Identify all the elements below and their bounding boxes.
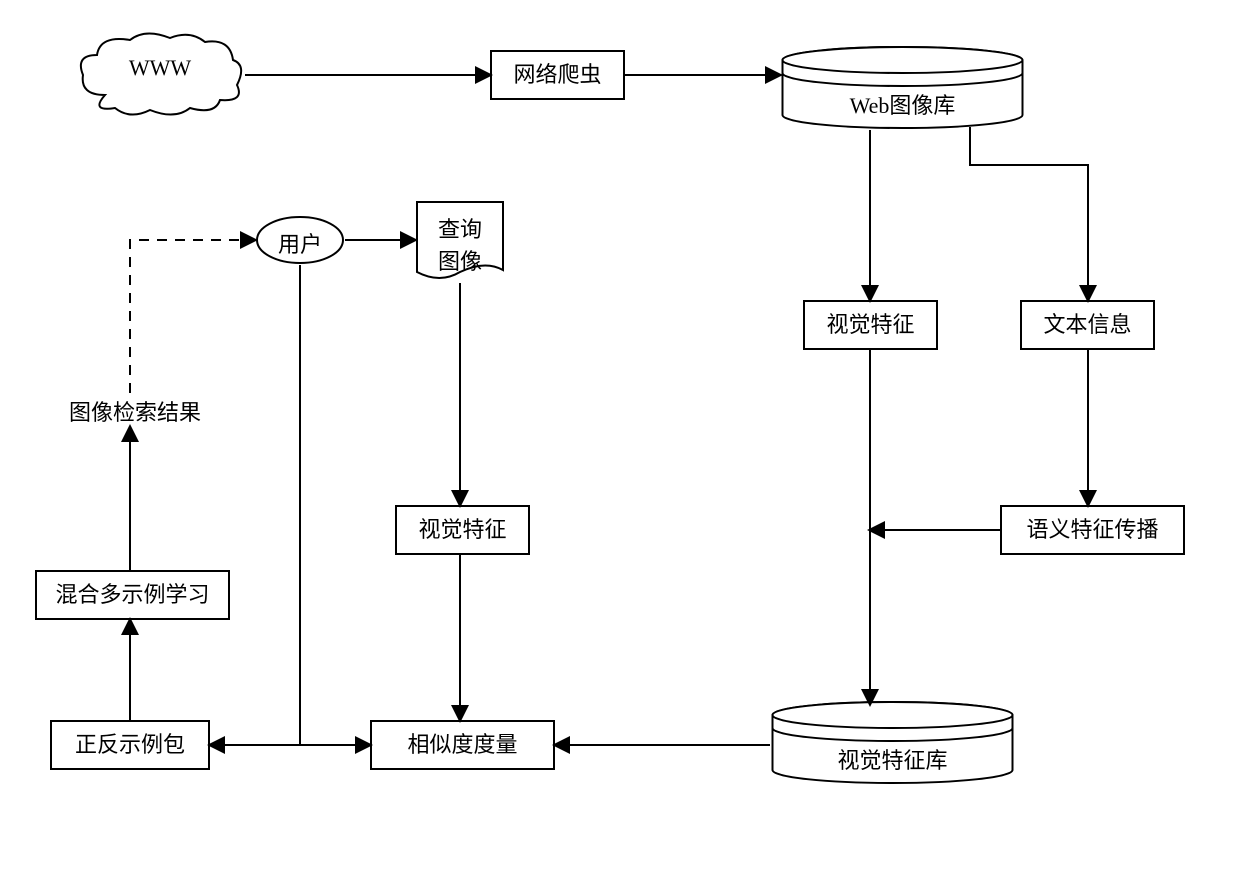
node-visual-feat-right: 视觉特征 <box>803 300 938 350</box>
www-label: WWW <box>75 55 245 81</box>
user-label: 用户 <box>255 227 345 259</box>
visual-db-label: 视觉特征库 <box>770 743 1015 775</box>
web-img-db-label: Web图像库 <box>780 88 1025 120</box>
result-label: 图像检索结果 <box>50 395 220 427</box>
node-visual-feat-query: 视觉特征 <box>395 505 530 555</box>
node-semantic-prop: 语义特征传播 <box>1000 505 1185 555</box>
edge-web_img_db-text_info <box>970 127 1088 300</box>
node-crawler: 网络爬虫 <box>490 50 625 100</box>
crawler-label: 网络爬虫 <box>513 61 601 90</box>
hybrid-mil-label: 混合多示例学习 <box>55 581 209 610</box>
node-pn-bags: 正反示例包 <box>50 720 210 770</box>
pn-bags-label: 正反示例包 <box>75 731 185 760</box>
node-hybrid-mil: 混合多示例学习 <box>35 570 230 620</box>
node-text-info: 文本信息 <box>1020 300 1155 350</box>
visual-feat-query-label: 视觉特征 <box>418 516 506 545</box>
text-info-label: 文本信息 <box>1043 311 1131 340</box>
query-img-label: 查询 图像 <box>415 212 505 276</box>
edge-user-similarity <box>300 265 370 745</box>
similarity-label: 相似度度量 <box>407 731 517 760</box>
visual-feat-right-label: 视觉特征 <box>826 311 914 340</box>
node-similarity: 相似度度量 <box>370 720 555 770</box>
semantic-prop-label: 语义特征传播 <box>1026 516 1158 545</box>
edge-result_label-user <box>130 240 255 393</box>
